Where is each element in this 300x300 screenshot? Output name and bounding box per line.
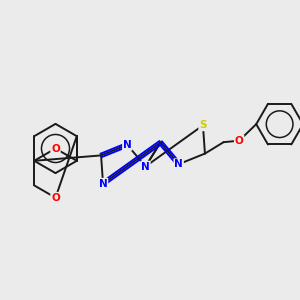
Text: S: S bbox=[199, 120, 207, 130]
Text: O: O bbox=[235, 136, 244, 146]
Text: O: O bbox=[51, 143, 60, 154]
Text: N: N bbox=[99, 179, 107, 189]
Text: N: N bbox=[174, 159, 183, 169]
Text: O: O bbox=[51, 193, 60, 203]
Text: N: N bbox=[123, 140, 132, 150]
Text: N: N bbox=[141, 161, 150, 172]
